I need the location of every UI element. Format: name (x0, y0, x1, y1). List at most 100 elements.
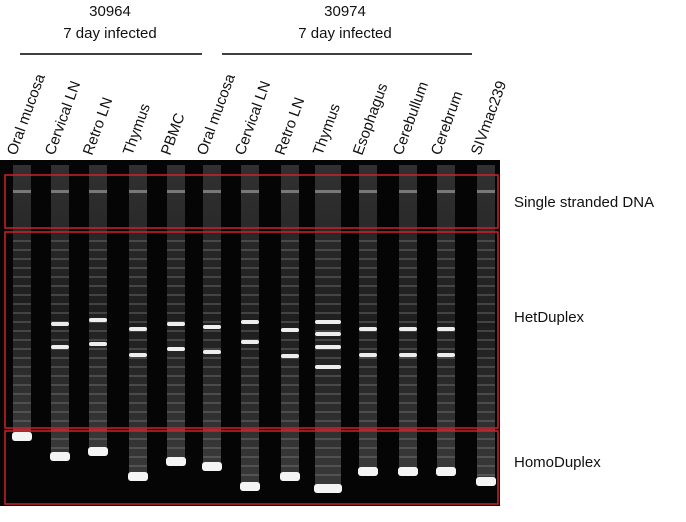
faint-band (129, 294, 147, 296)
faint-band (399, 258, 417, 260)
lane-streak (477, 165, 495, 485)
faint-band (51, 420, 69, 422)
homo-band (128, 472, 148, 481)
ss-band (89, 190, 107, 193)
region-box (4, 174, 499, 229)
faint-band (281, 429, 299, 431)
lane-label: Thymus (120, 101, 154, 157)
faint-band (437, 348, 455, 350)
faint-band (129, 285, 147, 287)
faint-band (89, 402, 107, 404)
faint-band (241, 249, 259, 251)
faint-band (167, 249, 185, 251)
faint-band (51, 357, 69, 359)
faint-band (359, 393, 377, 395)
faint-band (13, 420, 31, 422)
faint-band (281, 366, 299, 368)
faint-band (51, 438, 69, 440)
faint-band (51, 393, 69, 395)
faint-band (281, 303, 299, 305)
faint-band (359, 420, 377, 422)
faint-band (13, 348, 31, 350)
lanes (12, 165, 496, 493)
faint-band (89, 312, 107, 314)
faint-band (399, 411, 417, 413)
faint-band (399, 321, 417, 323)
faint-band (315, 384, 341, 386)
lane-label: PBMC (158, 111, 189, 158)
ss-band (241, 190, 259, 193)
faint-band (129, 438, 147, 440)
faint-band (437, 303, 455, 305)
faint-band (203, 321, 221, 323)
ss-band (203, 190, 221, 193)
faint-band (241, 303, 259, 305)
het-band (399, 327, 417, 331)
homo-band (436, 467, 456, 476)
faint-band (203, 402, 221, 404)
faint-band (359, 276, 377, 278)
group-label: 7 day infected (63, 25, 156, 42)
faint-band (203, 438, 221, 440)
het-band (399, 353, 417, 357)
faint-band (437, 375, 455, 377)
faint-band (477, 249, 495, 251)
het-band (51, 322, 69, 326)
faint-band (13, 330, 31, 332)
het-band (241, 320, 259, 324)
faint-band (129, 447, 147, 449)
faint-band (129, 384, 147, 386)
lane-label: SIVmac239 (468, 79, 510, 158)
het-band (281, 328, 299, 332)
faint-band (359, 402, 377, 404)
faint-band (315, 402, 341, 404)
faint-band (167, 285, 185, 287)
faint-band (241, 258, 259, 260)
faint-band (437, 267, 455, 269)
faint-band (89, 429, 107, 431)
faint-band (359, 240, 377, 242)
faint-band (203, 384, 221, 386)
faint-band (203, 312, 221, 314)
ss-band (437, 190, 455, 193)
region-label: HetDuplex (514, 309, 585, 326)
lane-streak (51, 165, 69, 460)
faint-band (129, 366, 147, 368)
faint-band (89, 375, 107, 377)
faint-band (359, 294, 377, 296)
faint-band (241, 357, 259, 359)
faint-band (399, 285, 417, 287)
faint-band (281, 249, 299, 251)
faint-band (437, 294, 455, 296)
het-band (241, 340, 259, 344)
faint-band (13, 384, 31, 386)
faint-band (399, 357, 417, 359)
het-band (315, 365, 341, 369)
faint-band (51, 294, 69, 296)
lane-label: Thymus (310, 101, 344, 157)
faint-band (203, 393, 221, 395)
faint-band (281, 294, 299, 296)
het-band (315, 345, 341, 349)
faint-band (399, 276, 417, 278)
het-band (437, 327, 455, 331)
faint-band (241, 240, 259, 242)
faint-band (315, 420, 341, 422)
het-band (167, 322, 185, 326)
faint-band (315, 285, 341, 287)
ss-band (399, 190, 417, 193)
faint-band (315, 249, 341, 251)
faint-band (51, 276, 69, 278)
faint-band (203, 258, 221, 260)
faint-band (281, 348, 299, 350)
faint-band (477, 402, 495, 404)
faint-band (51, 249, 69, 251)
faint-band (281, 411, 299, 413)
faint-band (129, 465, 147, 467)
faint-band (477, 420, 495, 422)
faint-band (437, 312, 455, 314)
homo-band (50, 452, 70, 461)
faint-band (281, 438, 299, 440)
faint-band (51, 447, 69, 449)
lane-label: Cerebrum (428, 89, 467, 157)
